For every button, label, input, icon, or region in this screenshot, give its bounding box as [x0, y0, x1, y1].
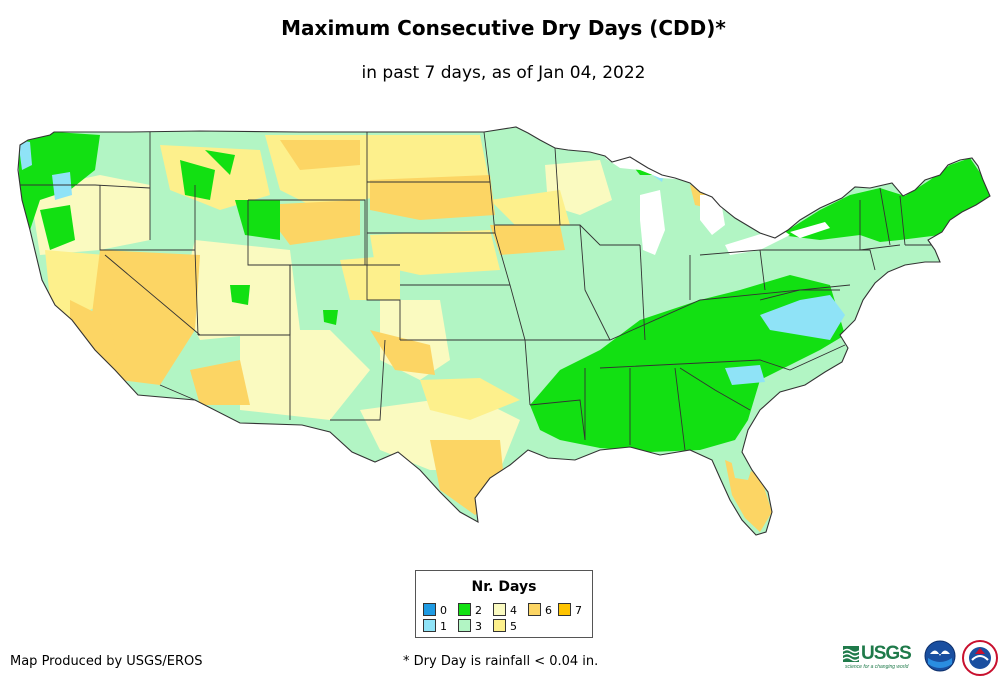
legend-label-1: 1 [440, 620, 447, 633]
legend-swatch-4 [493, 603, 506, 616]
legend-label-6: 6 [545, 604, 552, 617]
legend-item-0: 0 [423, 603, 447, 617]
nws-logo [962, 640, 998, 676]
legend-item-3: 3 [458, 619, 482, 633]
legend-swatch-6 [528, 603, 541, 616]
legend-swatch-5 [493, 619, 506, 632]
usgs-logo: USGS science for a changing world [843, 643, 919, 670]
map-subtitle: in past 7 days, as of Jan 04, 2022 [361, 63, 646, 83]
usgs-wave-icon [843, 646, 859, 662]
legend-swatch-1 [423, 619, 436, 632]
map-title: Maximum Consecutive Dry Days (CDD)* [281, 16, 726, 40]
dry-day-footnote: * Dry Day is rainfall < 0.04 in. [403, 654, 599, 669]
legend-label-7: 7 [575, 604, 582, 617]
legend: Nr. Days 0 1 2 3 4 5 6 7 [415, 570, 593, 638]
legend-label-0: 0 [440, 604, 447, 617]
legend-swatch-2 [458, 603, 471, 616]
legend-label-5: 5 [510, 620, 517, 633]
legend-swatch-0 [423, 603, 436, 616]
legend-label-2: 2 [475, 604, 482, 617]
legend-swatch-7 [558, 603, 571, 616]
legend-label-3: 3 [475, 620, 482, 633]
legend-item-2: 2 [458, 603, 482, 617]
legend-title: Nr. Days [471, 579, 537, 595]
noaa-logo [924, 640, 956, 672]
legend-label-4: 4 [510, 604, 517, 617]
map-credit: Map Produced by USGS/EROS [10, 654, 203, 669]
legend-item-5: 5 [493, 619, 517, 633]
legend-swatch-3 [458, 619, 471, 632]
legend-item-7: 7 [558, 603, 582, 617]
usgs-wordmark: USGS [861, 643, 912, 664]
cdd-map [17, 126, 991, 536]
legend-item-4: 4 [493, 603, 517, 617]
usgs-tagline: science for a changing world [845, 664, 909, 670]
legend-item-6: 6 [528, 603, 552, 617]
legend-item-1: 1 [423, 619, 447, 633]
